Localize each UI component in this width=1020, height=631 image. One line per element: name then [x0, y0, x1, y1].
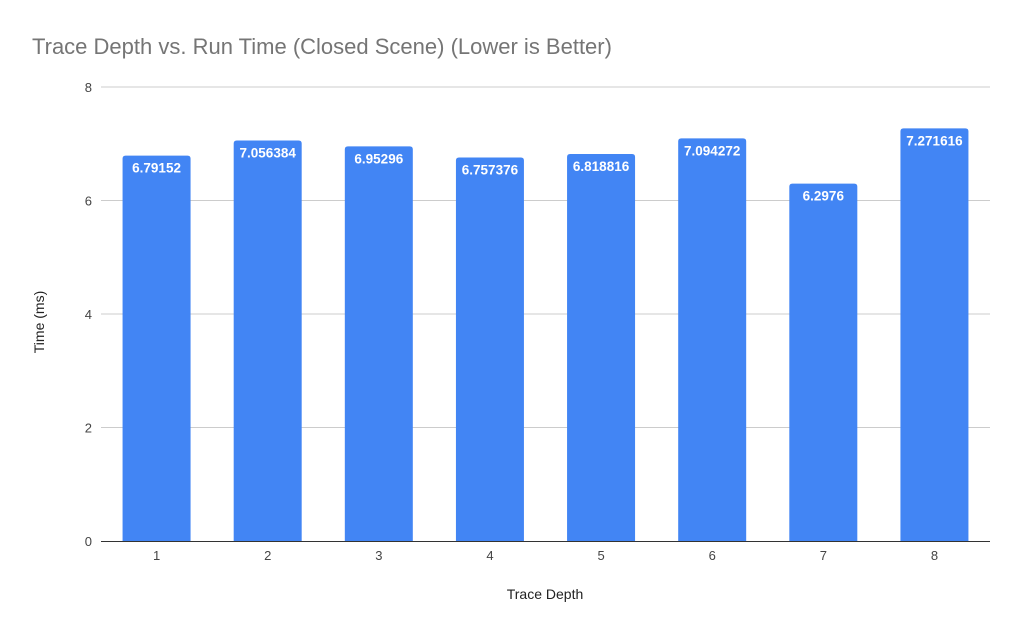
x-axis-ticks: 1 2 3 4 5 6 7 8 — [153, 548, 938, 563]
bar-value-label: 6.818816 — [573, 159, 630, 174]
y-tick-label: 4 — [85, 307, 92, 322]
x-tick-label: 4 — [486, 548, 493, 563]
x-tick-label: 8 — [931, 548, 938, 563]
y-tick-label: 6 — [85, 194, 92, 209]
x-tick-label: 5 — [597, 548, 604, 563]
bar — [567, 154, 636, 541]
bar — [344, 146, 413, 541]
bar — [122, 155, 191, 541]
data-labels: 6.79152 7.056384 6.95296 6.757376 6.818816 7.… — [132, 133, 963, 203]
x-axis-title: Trace Depth — [507, 586, 584, 602]
bar-value-label: 6.2976 — [803, 189, 845, 204]
bar — [789, 183, 858, 541]
bar-value-label: 6.95296 — [354, 151, 403, 166]
y-tick-label: 0 — [85, 534, 92, 549]
bar-value-label: 6.757376 — [462, 163, 519, 178]
y-axis-title: Time (ms) — [31, 291, 47, 353]
y-axis-ticks: 0 2 4 6 8 — [85, 80, 92, 549]
bar-value-label: 7.056384 — [240, 146, 297, 161]
chart-title: Trace Depth vs. Run Time (Closed Scene) … — [32, 34, 612, 59]
bar-value-label: 7.094272 — [684, 143, 740, 158]
y-tick-label: 2 — [85, 421, 92, 436]
x-tick-label: 6 — [709, 548, 716, 563]
y-tick-label: 8 — [85, 80, 92, 95]
bar — [455, 157, 524, 541]
x-tick-label: 2 — [264, 548, 271, 563]
bar-value-label: 6.79152 — [132, 161, 181, 176]
x-tick-label: 3 — [375, 548, 382, 563]
bar — [678, 138, 747, 541]
bar — [900, 128, 969, 541]
bar — [233, 140, 302, 541]
bar-value-label: 7.271616 — [906, 133, 963, 148]
x-tick-label: 7 — [820, 548, 827, 563]
bars — [122, 128, 969, 541]
x-tick-label: 1 — [153, 548, 160, 563]
